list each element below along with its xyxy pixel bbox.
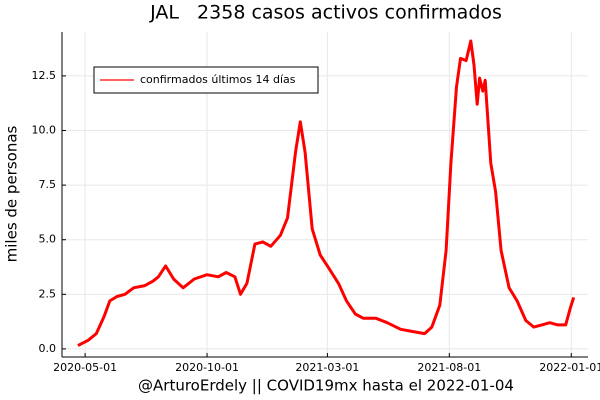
legend: confirmados últimos 14 días [93, 66, 319, 94]
chart-title: JAL 2358 casos activos confirmados [149, 2, 502, 24]
x-tick-label: 2022-01-01 [539, 361, 600, 374]
x-tick-label: 2020-10-01 [175, 361, 239, 374]
x-tick-label: 2020-05-01 [53, 361, 117, 374]
x-tick-label: 2021-03-01 [295, 361, 359, 374]
y-tick-label: 10.0 [32, 124, 57, 137]
y-tick-label: 7.5 [39, 178, 57, 191]
y-tick-label: 12.5 [32, 69, 57, 82]
data-line [77, 39, 576, 347]
x-tick-label: 2021-08-01 [417, 361, 481, 374]
y-tick-label: 5.0 [39, 233, 57, 246]
legend-label: confirmados últimos 14 días [140, 73, 296, 86]
x-axis-label: @ArturoErdely || COVID19mx hasta el 2022… [138, 377, 514, 395]
y-axis-label: miles de personas [3, 125, 21, 262]
y-tick-label: 0.0 [39, 342, 57, 355]
y-tick-label: 2.5 [39, 287, 57, 300]
